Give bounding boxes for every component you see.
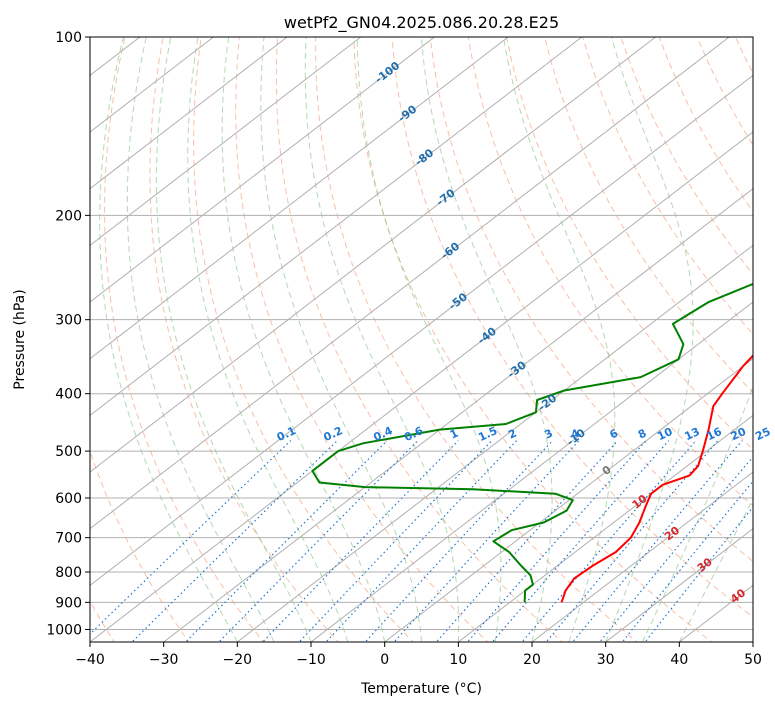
isotherm-gridline xyxy=(384,358,753,642)
y-tick-label: 700 xyxy=(55,531,82,547)
dry-adiabat-line xyxy=(544,37,753,394)
isotherm-gridline xyxy=(90,37,288,190)
isotherm-gridline xyxy=(605,528,753,642)
mixing-ratio-line xyxy=(90,440,292,635)
isotherm-gridline xyxy=(752,641,753,642)
grid-lines xyxy=(0,37,753,642)
moist-adiabat-line xyxy=(99,37,238,642)
mixing-ratio-line xyxy=(466,440,647,642)
mixing-ratio-line xyxy=(435,440,619,642)
y-tick-label: 400 xyxy=(55,387,82,403)
plot-frame xyxy=(89,36,754,643)
y-tick-label: 600 xyxy=(55,491,82,507)
dry-adiabat-line xyxy=(193,37,414,642)
x-tick-label: 20 xyxy=(523,652,541,668)
mixing-ratio-line xyxy=(571,440,743,642)
mixing-ratio-line xyxy=(393,440,580,642)
plot-background xyxy=(90,37,753,642)
mixing-ratio-line xyxy=(545,440,719,642)
moist-adiabat-line xyxy=(605,37,694,642)
x-tick-label: 0 xyxy=(380,652,389,668)
y-tick-label: 900 xyxy=(55,595,82,611)
moist-adiabat-line xyxy=(503,37,616,642)
x-tick-label: 50 xyxy=(744,652,762,668)
x-tick-label: 30 xyxy=(597,652,615,668)
isotherm-gridline xyxy=(90,37,509,360)
moist-adiabat-line xyxy=(304,37,460,642)
mixing-ratio-label: 20 xyxy=(729,425,749,443)
moist-adiabat-line xyxy=(221,37,386,642)
plot-border xyxy=(89,36,754,643)
mixing-ratio-line xyxy=(521,440,697,642)
moist-adiabat-line xyxy=(187,37,349,642)
mixing-ratio-label: 30 xyxy=(774,425,775,443)
y-axis: 1000 900 800 700 600 500 400 300 200 100 xyxy=(46,30,90,638)
y-axis-label: Pressure (hPa) xyxy=(12,289,28,389)
mixing-ratio-line xyxy=(184,440,388,642)
isotherm-gridline xyxy=(163,188,753,642)
moist-adiabat-line xyxy=(642,384,753,642)
isotherm-gridline xyxy=(90,37,583,416)
x-tick-label: 40 xyxy=(670,652,688,668)
mixing-ratio-lines xyxy=(90,440,753,642)
plot-area xyxy=(90,37,753,642)
mixing-ratio-label: 25 xyxy=(753,425,772,443)
isotherm-gridline xyxy=(531,471,753,642)
isotherm-gridline xyxy=(90,37,730,530)
mixing-ratio-line xyxy=(491,440,670,642)
isotherm-gridline xyxy=(237,244,753,642)
mixing-ratio-line xyxy=(131,440,338,642)
isotherm-gridline xyxy=(90,37,435,303)
temperature-line xyxy=(560,354,753,603)
isotherm-gridline xyxy=(90,74,753,586)
y-tick-label: 500 xyxy=(55,444,82,460)
x-tick-label: −10 xyxy=(296,652,326,668)
dewpoint-line xyxy=(311,282,753,603)
dry-adiabat-line xyxy=(235,37,489,642)
y-tick-label: 200 xyxy=(55,208,82,224)
chart-title: wetPf2_GN04.2025.086.20.28.E25 xyxy=(284,13,559,33)
x-tick-label: −40 xyxy=(75,652,105,668)
x-tick-label: −20 xyxy=(223,652,253,668)
moist-adiabat-line xyxy=(420,37,553,642)
mixing-ratio-label: 10 xyxy=(655,425,675,443)
mixing-ratio-line xyxy=(325,440,518,642)
x-tick-label: 10 xyxy=(449,652,467,668)
isotherm-gridline xyxy=(90,37,362,246)
mixing-ratio-label: 16 xyxy=(705,425,725,443)
dry-adiabat-line xyxy=(391,37,753,618)
moist-adiabat-line xyxy=(356,37,502,642)
isotherm-gridline xyxy=(458,414,753,642)
mixing-ratio-line xyxy=(644,506,753,642)
dry-adiabat-line xyxy=(429,37,753,563)
mixing-ratio-line xyxy=(599,455,753,642)
moist-adiabat-line xyxy=(155,37,312,642)
x-axis-label: Temperature (°C) xyxy=(360,681,482,697)
isotherm-gridline xyxy=(310,301,753,642)
y-tick-label: 300 xyxy=(55,313,82,329)
dry-adiabat-line xyxy=(582,37,753,335)
isotherm-gridline xyxy=(90,37,656,473)
sounding-series xyxy=(311,282,753,603)
isotherm-gridline xyxy=(90,131,753,642)
x-tick-label: −30 xyxy=(149,652,179,668)
y-tick-label: 1000 xyxy=(46,622,82,638)
moist-adiabat-line xyxy=(126,37,275,642)
x-axis: −40 −30 −20 −10 0 10 20 30 40 50 xyxy=(75,642,762,668)
dry-adiabat-line xyxy=(353,37,713,642)
y-tick-label: 800 xyxy=(55,565,82,581)
y-tick-label: 100 xyxy=(55,30,82,46)
isotherm-gridline xyxy=(0,37,66,642)
mixing-ratio-label: 13 xyxy=(682,425,701,443)
